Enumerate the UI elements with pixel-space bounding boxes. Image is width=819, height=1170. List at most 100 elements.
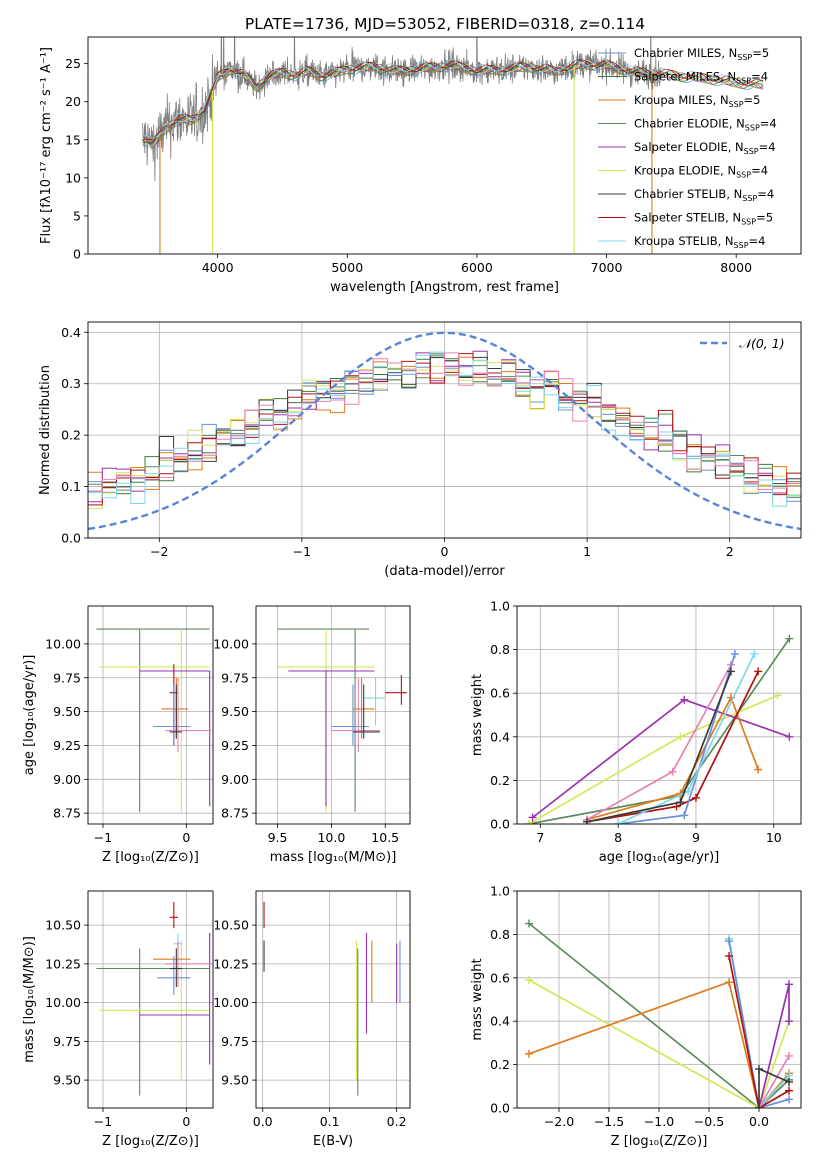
histogram-pink bbox=[88, 352, 801, 492]
y-tick-label: 9.50 bbox=[53, 704, 81, 719]
panel-mass_age: 9.5 10.0 10.5 8.75 9.00 9.25 9.50 9.75 10.00 mass… bbox=[213, 605, 411, 865]
plot-area bbox=[525, 919, 793, 1108]
weight-marker bbox=[754, 667, 763, 676]
x-tick-label: 10.0 bbox=[317, 830, 345, 845]
errorbar-point bbox=[363, 677, 386, 726]
plot-area bbox=[88, 331, 801, 531]
weight-marker bbox=[672, 802, 681, 811]
legend-tail: =5 bbox=[756, 211, 773, 225]
y-tick-label: 0.0 bbox=[61, 531, 81, 546]
weight-marker bbox=[773, 691, 782, 700]
y-tick-label: 9.50 bbox=[221, 704, 249, 719]
y-tick-label: 0.8 bbox=[490, 927, 510, 942]
y-tick-label: 25 bbox=[65, 56, 81, 71]
legend-label: Salpeter ELODIE, N bbox=[634, 140, 744, 154]
model-line-chabrier-stelib bbox=[142, 59, 764, 144]
errorbar-point bbox=[169, 901, 178, 929]
model-line-salpeter-miles bbox=[142, 63, 764, 144]
errorbar-point bbox=[96, 628, 210, 812]
weight-marker bbox=[725, 936, 733, 945]
errorbar-point bbox=[331, 677, 380, 753]
panel-z_age: −1 0 8.75 9.00 9.25 9.50 9.75 10.00 Z [log₁₀(Z/Z… bbox=[22, 605, 214, 865]
y-tick-label: 0 bbox=[73, 247, 81, 262]
x-tick-label: 0 bbox=[182, 830, 190, 845]
x-tick-label: 5000 bbox=[331, 260, 363, 275]
errorbar-point bbox=[157, 956, 191, 995]
x-tick-label: 7 bbox=[536, 830, 544, 845]
legend-label: Chabrier STELIB, N bbox=[634, 187, 742, 201]
y-tick-label: 9.00 bbox=[221, 772, 249, 787]
x-tick-label: 6000 bbox=[461, 260, 493, 275]
weight-marker bbox=[750, 649, 759, 658]
x-tick-label: −0.5 bbox=[694, 1114, 724, 1129]
weight-marker bbox=[676, 798, 685, 807]
errorbar-point bbox=[165, 940, 212, 988]
weight-marker bbox=[730, 649, 739, 658]
x-axis-label: Z [log₁₀(Z/Z⊙)] bbox=[611, 1134, 708, 1149]
plot-area bbox=[142, 37, 764, 254]
weight-marker bbox=[755, 1104, 763, 1108]
errorbar-point bbox=[153, 684, 191, 746]
y-axis-label: age [log₁₀(age/yr)] bbox=[22, 655, 37, 776]
y-tick-label: 0.1 bbox=[61, 479, 81, 494]
errorbar-point bbox=[331, 684, 370, 746]
axes-frame bbox=[87, 36, 802, 255]
weight-marker bbox=[525, 919, 533, 928]
axes-frame bbox=[255, 605, 411, 825]
y-tick-label: 0.2 bbox=[490, 773, 510, 788]
legend-entry: Chabrier MILES, NSSP=5 bbox=[634, 46, 769, 62]
x-tick-label: 1 bbox=[583, 544, 591, 559]
legend-entry: 𝒩(0, 1) bbox=[739, 336, 785, 351]
legend-label: Kroupa STELIB, N bbox=[634, 234, 734, 248]
legend-tail: =4 bbox=[751, 70, 768, 84]
y-tick-label: 0.0 bbox=[490, 817, 510, 832]
x-tick-label: −1.0 bbox=[644, 1114, 674, 1129]
y-tick-label: 10.00 bbox=[45, 636, 81, 651]
x-axis-label: wavelength [Angstrom, rest frame] bbox=[330, 280, 559, 295]
y-tick-label: 1.0 bbox=[490, 884, 510, 899]
y-tick-label: 0.4 bbox=[490, 729, 510, 744]
weight-marker bbox=[785, 1095, 793, 1104]
plot-area bbox=[96, 901, 212, 1096]
y-axis-label: mass [log₁₀(M/M⊙)] bbox=[22, 936, 37, 1063]
legend-entry: Chabrier ELODIE, NSSP=4 bbox=[634, 117, 777, 133]
weight-line-pink bbox=[758, 1055, 790, 1108]
weight-marker bbox=[785, 732, 794, 741]
x-tick-label: 2 bbox=[726, 544, 734, 559]
errorbar-point bbox=[161, 677, 188, 739]
x-tick-label: 0.2 bbox=[387, 1114, 407, 1129]
weight-line-salpeter-stelib bbox=[728, 955, 790, 1108]
weight-marker bbox=[680, 695, 689, 704]
x-axis-label: mass [log₁₀(M/M⊙)] bbox=[270, 850, 397, 865]
weight-marker bbox=[755, 1064, 763, 1073]
y-tick-label: 9.25 bbox=[53, 738, 81, 753]
axes-frame bbox=[516, 605, 802, 825]
legend-entry: Salpeter MILES, NSSP=4 bbox=[634, 70, 768, 86]
legend-tail: =4 bbox=[751, 164, 768, 178]
y-tick-label: 10.00 bbox=[45, 995, 81, 1010]
weight-line-kroupa-stelib bbox=[617, 653, 756, 824]
weight-line-kroupa-elodie bbox=[528, 979, 790, 1108]
axes-frame bbox=[87, 605, 214, 825]
y-tick-label: 9.75 bbox=[53, 1034, 81, 1049]
legend-subscript: SSP bbox=[737, 53, 752, 62]
y-tick-label: 10.00 bbox=[213, 636, 249, 651]
weight-line-kroupa-elodie bbox=[528, 694, 779, 824]
weight-marker bbox=[785, 1086, 793, 1095]
y-tick-label: 9.50 bbox=[221, 1073, 249, 1088]
legend-tail: =5 bbox=[752, 46, 769, 60]
model-line-kroupa-elodie bbox=[142, 60, 764, 147]
x-tick-label: 9.5 bbox=[268, 830, 288, 845]
errorbar-point bbox=[277, 628, 370, 812]
errorbar-point bbox=[165, 677, 212, 753]
x-axis-label: Z [log₁₀(Z/Z⊙)] bbox=[102, 1134, 199, 1149]
y-tick-label: 9.00 bbox=[53, 772, 81, 787]
x-tick-label: 0 bbox=[182, 1114, 190, 1129]
weight-marker bbox=[785, 1051, 793, 1060]
x-tick-label: 0.0 bbox=[253, 1114, 273, 1129]
weight-marker bbox=[725, 978, 733, 987]
legend-entry: Salpeter STELIB, NSSP=5 bbox=[634, 211, 773, 227]
legend-subscript: SSP bbox=[729, 100, 744, 109]
y-tick-label: 0.0 bbox=[490, 1101, 510, 1116]
